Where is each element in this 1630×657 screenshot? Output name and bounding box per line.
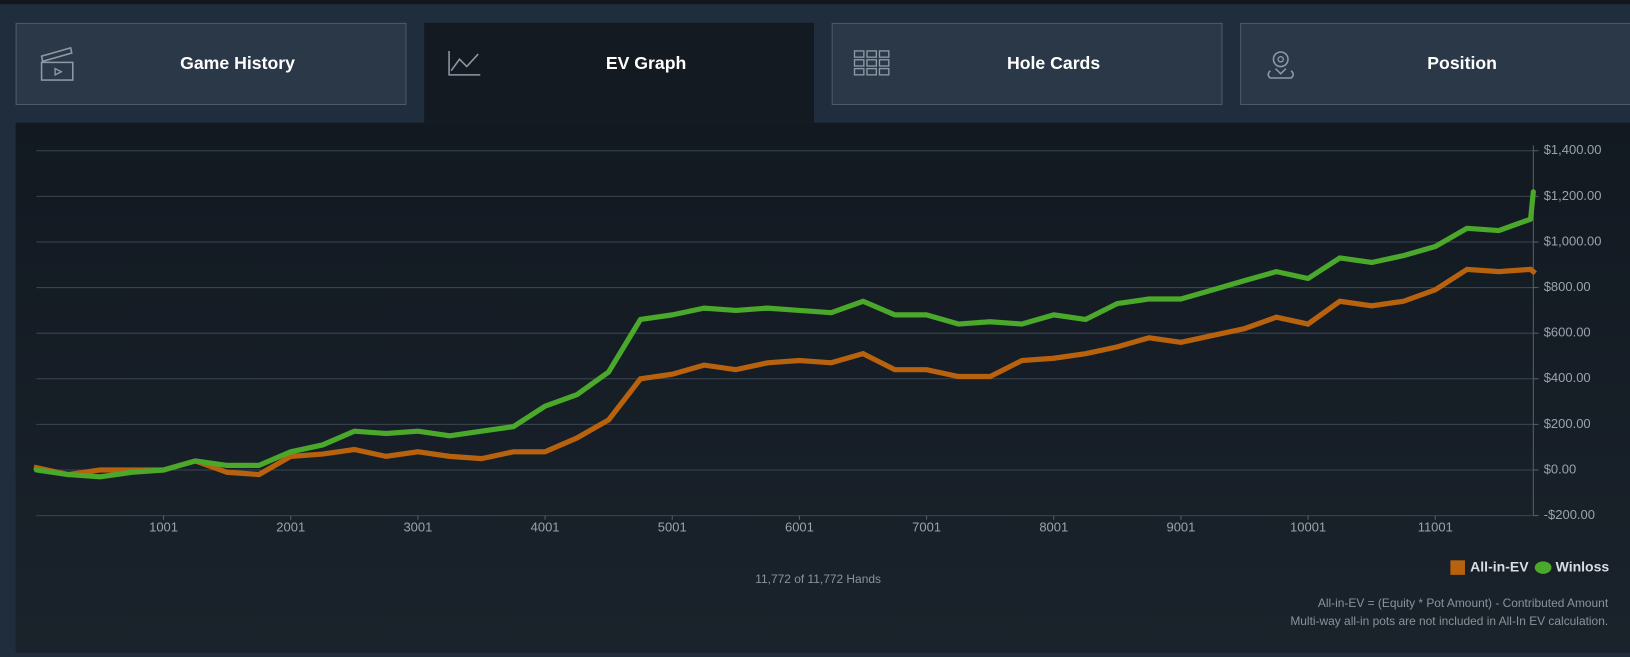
tab-bar: Game History EV Graph Hole Cards Position [15,22,1630,123]
x-tick-label: 5001 [658,520,687,535]
y-tick-label: $1,000.00 [1544,233,1602,248]
legend-label: All-in-EV [1470,558,1529,574]
x-tick-label: 1001 [149,520,178,535]
x-tick-label: 7001 [912,520,941,535]
x-tick-label: 3001 [403,520,432,535]
tab-label: EV Graph [606,53,686,73]
icon [853,67,865,76]
series-line [33,189,1536,480]
icon [54,67,63,76]
x-tick-label: 6001 [785,520,814,535]
legend-swatch [1450,560,1465,575]
tab[interactable]: Game History [15,22,407,105]
x-tick-label: 8001 [1039,520,1068,535]
icon [866,50,878,58]
icon [878,50,890,58]
x-tick-label: 9001 [1166,520,1195,535]
icon [448,50,481,76]
y-tick-label: $800.00 [1544,279,1591,294]
x-tick-label: 11001 [1418,520,1453,535]
icon [853,50,865,58]
legend-label: Winloss [1556,558,1610,574]
tab-background [15,22,407,105]
x-tick-label: 2001 [276,520,305,535]
footnote: All-in-EV = (Equity * Pot Amount) - Cont… [1318,596,1609,610]
tab-label: Game History [180,53,295,73]
hand-count: 11,772 of 11,772 Hands [755,572,881,586]
tab-background [1240,22,1630,105]
icon [878,67,890,76]
tab-background [831,22,1223,105]
x-tick-label: 10001 [1290,520,1326,535]
icon [1277,55,1284,63]
tab[interactable]: Position [1240,22,1630,105]
icon [1272,51,1289,68]
icon [1267,68,1294,79]
x-tick-label: 4001 [531,520,560,535]
y-tick-label: $1,200.00 [1544,188,1602,203]
y-tick-label: $1,400.00 [1544,142,1602,157]
y-tick-label: $400.00 [1544,370,1591,385]
icon [40,61,74,81]
y-tick-label: -$200.00 [1544,507,1595,522]
y-tick-label: $600.00 [1544,325,1591,340]
icon [878,59,890,67]
series-line [33,266,1537,478]
icon [853,59,865,67]
chart: -$200.00 $0.00 $200.00 $400.00 $600.00 $800.0… [33,142,1609,628]
tab-background [424,22,814,123]
tab-label: Hole Cards [1007,53,1100,73]
legend-swatch [1534,561,1552,574]
tab-label: Position [1427,53,1497,73]
y-tick-label: $0.00 [1544,461,1577,476]
footnote: Multi-way all-in pots are not included i… [1290,614,1608,628]
top-bar [0,0,1630,5]
legend[interactable]: Winloss All-in-EV [1450,558,1609,575]
icon [40,46,73,63]
tab[interactable]: EV Graph [424,22,814,123]
chart-panel [15,122,1630,653]
tab[interactable]: Hole Cards [831,22,1223,105]
y-tick-label: $200.00 [1544,416,1591,431]
icon [866,59,878,67]
icon [866,67,878,76]
